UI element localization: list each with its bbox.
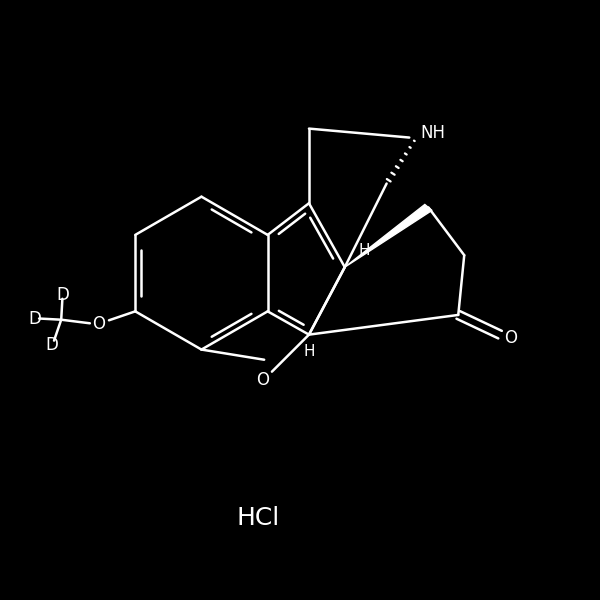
Text: NH: NH xyxy=(421,124,446,142)
Text: D: D xyxy=(56,286,69,304)
Text: H: H xyxy=(303,344,315,359)
Text: H: H xyxy=(358,243,370,258)
Text: D: D xyxy=(46,336,59,354)
Text: D: D xyxy=(28,310,41,328)
Text: O: O xyxy=(256,371,269,389)
Text: HCl: HCl xyxy=(236,506,280,530)
Text: O: O xyxy=(92,316,105,334)
Polygon shape xyxy=(345,205,432,267)
Text: O: O xyxy=(505,329,517,347)
